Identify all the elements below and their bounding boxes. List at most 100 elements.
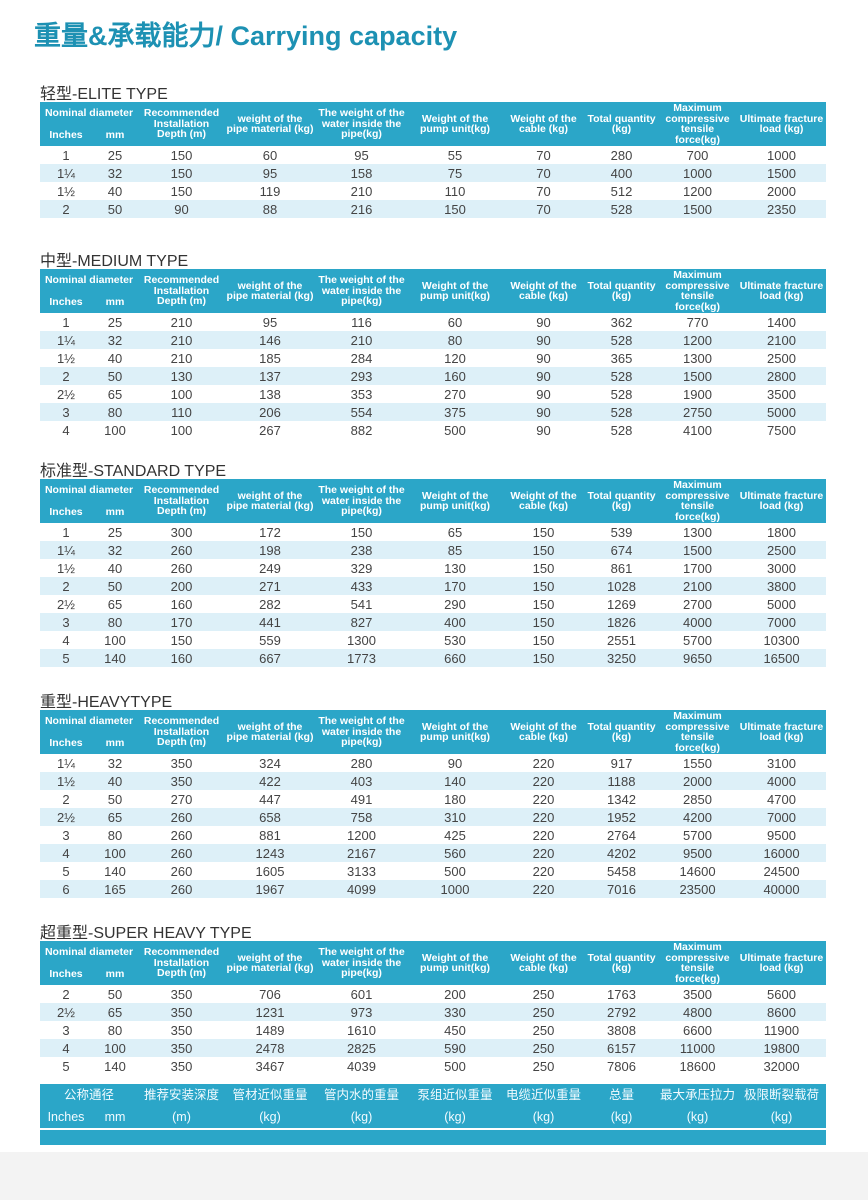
table-cell: 400 [408,613,503,631]
table-cell: 50 [92,367,139,385]
table-cell: 1610 [347,1022,376,1038]
table-cell: 528 [585,403,659,421]
table-cell: 350 [170,986,193,1002]
table-row: 3 80 110 206 554 375 90 528 2750 5000 [40,403,827,421]
table-cell: 4099 [315,880,409,898]
table-cell: 1½ [40,772,92,790]
table-cell: 1967 [225,880,316,898]
header-row: Inches mm [40,124,826,146]
header-row: Nominal diameter Recommended Installation… [40,941,827,985]
table-cell: 1000 [658,164,738,182]
table-cell: 90 [536,350,551,366]
table-cell: 324 [259,755,281,771]
table-cell: 2 [62,791,70,807]
table-cell: 119 [259,183,281,199]
table-cell: 2100 [737,331,827,349]
table-cell: 7000 [737,613,827,631]
table-cell: 1605 [255,863,285,879]
table-cell: 150 [502,541,586,559]
table-cell: 90 [536,386,551,402]
table-row: 5 140 260 1605 3133 500 220 5458 14600 24500 [40,862,826,880]
table-cell: 530 [444,632,466,648]
table-cell: 90 [138,200,226,218]
header-cell: Maximum compressive tensile force(kg) [658,941,738,985]
table-cell: 95 [225,164,316,182]
table-cell: 290 [444,596,466,612]
table-cell: 3 [40,613,92,631]
table-body: 1 25 300 172 150 65 150 539 1300 1800 1¼ 32 260 198 23… [40,523,827,667]
table-row: 2½ 65 350 1231 973 330 250 2792 4800 8600 [40,1003,827,1021]
table-cell: 1188 [585,772,659,790]
table-cell: 447 [259,791,281,807]
table-cell: 110 [138,403,226,421]
table-cell: 40000 [737,880,827,898]
table-cell: 100 [92,844,139,862]
table-cell: 1 [62,147,70,163]
table-cell: 170 [138,613,226,631]
table-row: 1¼ 32 150 95 158 75 70 400 1000 1500 [40,164,827,182]
table-cell: 2000 [767,183,796,199]
table-cell: 1700 [683,560,712,576]
table-cell: 85 [408,541,503,559]
table-cell: 140 [408,772,503,790]
table-cell: 150 [350,524,373,540]
table-cell: 210 [170,314,193,330]
table-cell: 260 [170,560,193,576]
table-body: 1 25 210 95 116 60 90 362 770 1400 1¼ 32 210 146 210 80… [40,313,827,439]
table-cell: 198 [225,541,316,559]
table-cell: 25 [107,314,123,330]
table-cell: 3 [40,403,92,421]
header-cell: Maximum compressive tensile force(kg) [658,479,738,523]
bottom-strip [0,1152,868,1200]
table-cell: 1¼ [40,331,92,349]
table-cell: 250 [532,1022,555,1038]
table-cell: 1500 [658,200,738,218]
header-cell: Ultimate fracture load (kg) [737,941,827,985]
table-cell: 7000 [737,808,827,826]
table-cell: 3000 [767,560,796,576]
header-cell: The weight of the water inside the pipe(… [315,102,409,146]
table-row: 1¼ 32 350 324 280 90 220 917 1550 3100 [40,754,826,772]
table-cell: 220 [532,755,555,771]
table-cell: 282 [259,596,281,612]
header-row: Nominal diameter Recommended Installation… [40,479,827,523]
table-cell: 6600 [683,1022,712,1038]
table-cell: 1200 [658,331,738,349]
table-cell: 1231 [225,1003,316,1021]
table-cell: 3250 [585,649,659,667]
section-title: 重型-HEAVYTYPE [40,694,173,711]
header-cell: Weight of the cable (kg) [502,102,586,146]
table-cell: 65 [447,524,463,540]
header-cell: Weight of the pump unit(kg) [408,479,503,523]
table-cell: 827 [315,613,409,631]
table-row: 2 50 200 271 433 170 150 1028 2100 3800 [40,577,827,595]
footer-cell: (kg) [737,1106,827,1128]
table-cell: 150 [170,147,193,163]
table-cell: 5700 [683,632,712,648]
table-cell: 9500 [767,827,796,843]
table-cell: 1900 [683,386,712,402]
table-cell: 260 [138,808,226,826]
header-cell: Total quantity (kg) [585,479,659,523]
table-cell: 172 [259,524,281,540]
footer-cell: 公称通径 [40,1084,139,1106]
table-cell: 150 [502,613,586,631]
table-cell: 2792 [585,1003,659,1021]
footer-cell: 电缆近似重量 [502,1084,586,1106]
table-cell: 160 [138,649,226,667]
table-cell: 1000 [767,147,796,163]
table-cell: 674 [585,541,659,559]
table-cell: 50 [92,577,139,595]
table-row: 4 100 100 267 882 500 90 528 4100 7500 [40,421,826,439]
table-cell: 271 [225,577,316,595]
table-cell: 2700 [683,596,712,612]
table-row: 3 80 350 1489 1610 450 250 3808 6600 11900 [40,1021,826,1039]
header-cell: Weight of the cable (kg) [502,269,586,313]
table-cell: 2 [40,200,92,218]
table-cell: 90 [502,403,586,421]
table-cell: 3500 [683,986,712,1002]
section-title: 轻型-ELITE TYPE [40,86,168,103]
table-cell: 706 [259,986,281,1002]
header-cell: Maximum compressive tensile force(kg) [658,710,738,754]
table-cell: 220 [502,880,586,898]
